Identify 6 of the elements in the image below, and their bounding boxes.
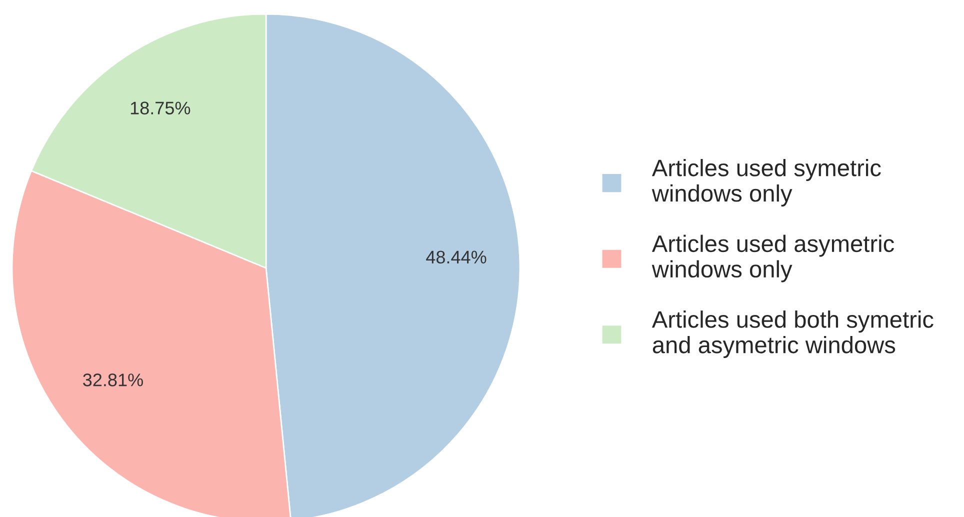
legend-label: Articles used symetric windows only	[652, 159, 881, 206]
data-label: 18.75%	[130, 102, 190, 114]
data-label: 48.44%	[426, 250, 486, 264]
legend-label: Articles used both symetric and asymetric windows	[652, 310, 934, 358]
data-label: 32.81%	[83, 374, 143, 386]
legend-label: Articles used asymetric windows only	[652, 234, 894, 282]
